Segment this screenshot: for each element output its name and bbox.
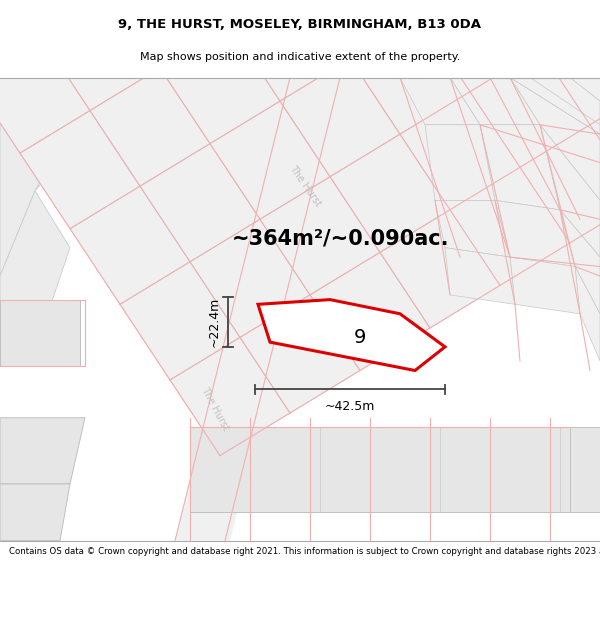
Polygon shape xyxy=(435,201,510,257)
Polygon shape xyxy=(445,248,515,304)
Polygon shape xyxy=(425,125,495,201)
Polygon shape xyxy=(450,78,540,125)
Text: ~42.5m: ~42.5m xyxy=(325,400,375,413)
Polygon shape xyxy=(0,78,600,541)
Polygon shape xyxy=(190,428,570,512)
Polygon shape xyxy=(0,484,70,541)
Polygon shape xyxy=(258,299,445,371)
Polygon shape xyxy=(480,125,560,210)
Polygon shape xyxy=(590,82,600,201)
Polygon shape xyxy=(170,338,290,456)
Text: ~22.4m: ~22.4m xyxy=(208,297,221,347)
Polygon shape xyxy=(0,191,70,352)
Polygon shape xyxy=(490,78,600,134)
Polygon shape xyxy=(240,295,360,413)
Text: The Hurst: The Hurst xyxy=(199,385,230,432)
Polygon shape xyxy=(70,186,190,304)
Polygon shape xyxy=(280,59,400,177)
Text: 9: 9 xyxy=(354,328,366,347)
Polygon shape xyxy=(495,201,575,266)
Polygon shape xyxy=(330,134,450,252)
Polygon shape xyxy=(0,299,80,366)
Polygon shape xyxy=(510,257,580,314)
Polygon shape xyxy=(175,78,350,541)
Polygon shape xyxy=(400,78,480,125)
Polygon shape xyxy=(140,144,260,262)
Polygon shape xyxy=(210,101,330,219)
Polygon shape xyxy=(380,210,500,328)
Polygon shape xyxy=(510,78,600,201)
Polygon shape xyxy=(540,125,600,257)
Polygon shape xyxy=(0,78,95,276)
Text: 9, THE HURST, MOSELEY, BIRMINGHAM, B13 0DA: 9, THE HURST, MOSELEY, BIRMINGHAM, B13 0… xyxy=(119,18,482,31)
Polygon shape xyxy=(190,219,310,338)
Polygon shape xyxy=(160,26,280,144)
Polygon shape xyxy=(120,262,240,380)
Polygon shape xyxy=(0,78,70,162)
Polygon shape xyxy=(310,253,430,371)
Polygon shape xyxy=(400,92,520,210)
Text: The Hurst: The Hurst xyxy=(287,164,323,209)
Text: Map shows position and indicative extent of the property.: Map shows position and indicative extent… xyxy=(140,52,460,62)
Polygon shape xyxy=(520,78,600,125)
Polygon shape xyxy=(0,418,85,484)
Polygon shape xyxy=(90,68,210,186)
Polygon shape xyxy=(570,78,600,101)
Polygon shape xyxy=(230,0,350,101)
Polygon shape xyxy=(420,0,540,92)
Polygon shape xyxy=(450,168,570,286)
Text: Contains OS data © Crown copyright and database right 2021. This information is : Contains OS data © Crown copyright and d… xyxy=(9,548,600,556)
Polygon shape xyxy=(570,428,600,512)
Polygon shape xyxy=(20,111,140,229)
Polygon shape xyxy=(40,0,160,111)
Polygon shape xyxy=(350,16,470,134)
Polygon shape xyxy=(520,125,600,243)
Text: ~364m²/~0.090ac.: ~364m²/~0.090ac. xyxy=(231,228,449,248)
Polygon shape xyxy=(575,266,600,361)
Polygon shape xyxy=(540,7,600,125)
Polygon shape xyxy=(0,35,90,153)
Polygon shape xyxy=(560,210,600,314)
Polygon shape xyxy=(0,78,130,191)
Polygon shape xyxy=(470,49,590,168)
Polygon shape xyxy=(260,177,380,295)
